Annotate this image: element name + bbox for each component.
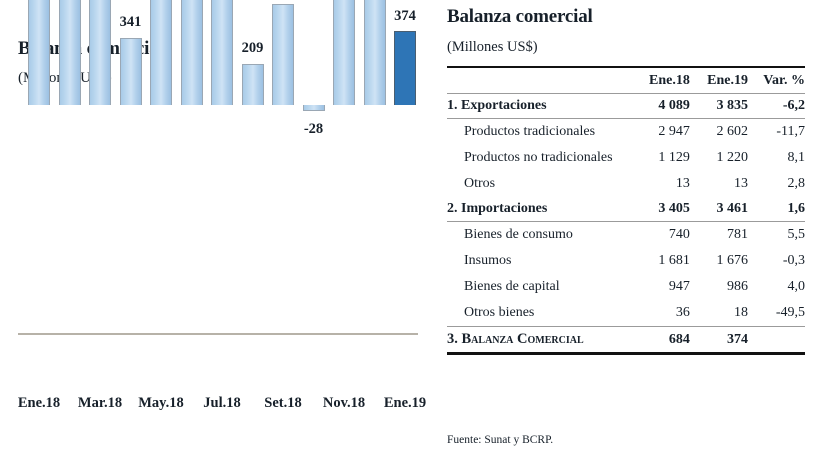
table-row: 1. Exportaciones 4 089 3 835 -6,2 — [447, 93, 805, 119]
cell-ene18: 2 947 — [658, 124, 690, 139]
cell-ene19: 986 — [726, 279, 748, 294]
x-axis-tick-label: Jul.18 — [203, 395, 241, 411]
table-row: Productos tradicionales 2 947 2 602 -11,7 — [447, 119, 805, 146]
cell-ene18: 4 089 — [631, 93, 690, 119]
cell-ene18: 1 129 — [658, 150, 690, 165]
cell-ene18: 1 681 — [658, 253, 690, 268]
row-label: Productos tradicionales — [464, 124, 596, 139]
table-source-note: Fuente: Sunat y BCRP. — [447, 434, 554, 446]
cell-var: -49,5 — [775, 305, 805, 320]
row-label: Bienes de capital — [464, 279, 560, 294]
cell-var: 5,5 — [787, 227, 806, 242]
table-row: Bienes de consumo 740 781 5,5 — [447, 222, 805, 249]
chart-bar[interactable] — [394, 31, 416, 105]
chart-bar[interactable] — [89, 0, 111, 105]
cell-var — [747, 326, 805, 355]
cell-ene18: 13 — [675, 176, 690, 191]
row-label: Otros — [464, 176, 496, 191]
table-row: Otros 13 13 2,8 — [447, 171, 805, 197]
row-label: Insumos — [464, 253, 512, 268]
chart-bar[interactable] — [333, 0, 355, 105]
chart-bar[interactable] — [119, 37, 142, 105]
cell-ene19: 13 — [733, 176, 748, 191]
row-label: Otros bienes — [464, 305, 535, 320]
column-header-var: Var. % — [747, 66, 805, 94]
balanza-comercial-table: Ene.18 Ene.19 Var. % 1. Exportaciones 4 0… — [447, 66, 805, 355]
x-axis-tick-label: May.18 — [138, 395, 184, 411]
cell-ene19: 18 — [733, 305, 748, 320]
table-body: 1. Exportaciones 4 089 3 835 -6,2 Productos … — [447, 93, 805, 355]
cell-ene18: 36 — [675, 305, 690, 320]
bar-value-label: 341 — [119, 14, 142, 31]
cell-var: 8,1 — [787, 150, 806, 165]
table-row: Bienes de capital 947 986 4,0 — [447, 274, 805, 300]
cell-ene19: 2 602 — [716, 124, 748, 139]
chart-bar[interactable] — [211, 0, 233, 105]
column-header-concept — [447, 66, 632, 94]
bar-value-label: 374 — [394, 7, 416, 24]
chart-bar[interactable] — [272, 3, 294, 105]
table-row: 2. Importaciones 3 405 3 461 1,6 — [447, 197, 805, 222]
cell-ene19: 781 — [726, 227, 748, 242]
column-header-ene18: Ene.18 — [631, 66, 690, 94]
row-label: 2. Importaciones — [447, 197, 632, 222]
x-axis-tick-label: Ene.18 — [17, 395, 61, 411]
cell-var: -0,3 — [782, 253, 805, 268]
x-axis-tick-label: Nov.18 — [322, 395, 366, 411]
cell-ene19: 1 676 — [716, 253, 748, 268]
chart-bar[interactable] — [150, 0, 172, 105]
chart-x-axis: Ene.18 Mar.18 May.18 Jul.18 Set.18 Nov.18 Ene.… — [17, 395, 426, 415]
chart-bar[interactable] — [180, 0, 203, 105]
cell-var: -11,7 — [776, 124, 805, 139]
chart-bar[interactable] — [28, 0, 50, 105]
table-row: Otros bienes 36 18 -49,5 — [447, 300, 805, 327]
table-header-row: Ene.18 Ene.19 Var. % — [447, 66, 805, 94]
cell-ene19: 3 461 — [689, 197, 748, 222]
cell-var: -6,2 — [747, 93, 805, 119]
column-header-ene19: Ene.19 — [689, 66, 748, 94]
cell-ene18: 684 — [631, 326, 690, 355]
table-row: Productos no tradicionales 1 129 1 220 8,1 — [447, 145, 805, 171]
chart-bar[interactable] — [241, 63, 264, 105]
chart-baseline — [18, 333, 418, 335]
x-axis-tick-label: Mar.18 — [77, 395, 123, 411]
cell-var: 4,0 — [787, 279, 806, 294]
cell-ene19: 3 835 — [689, 93, 748, 119]
bar-value-label: 209 — [241, 40, 264, 57]
table-row: Insumos 1 681 1 676 -0,3 — [447, 248, 805, 274]
chart-bar[interactable] — [363, 0, 386, 105]
table-panel: Balanza comercial (Millones US$) Ene.18 … — [447, 0, 807, 468]
cell-var: 1,6 — [747, 197, 805, 222]
x-axis-tick-label: Set.18 — [264, 395, 302, 411]
table-row: 3. Balanza Comercial 684 374 — [447, 326, 805, 355]
chart-bar[interactable] — [58, 0, 81, 105]
chart-panel: Balanza comercial (Millones US$) 6845526… — [17, 0, 426, 415]
cell-ene18: 947 — [668, 279, 690, 294]
cell-ene18: 3 405 — [631, 197, 690, 222]
cell-ene18: 740 — [668, 227, 690, 242]
row-label: 1. Exportaciones — [447, 93, 632, 119]
table-head: Ene.18 Ene.19 Var. % — [447, 66, 805, 94]
bar-value-label: -28 — [303, 120, 324, 137]
bar-chart-plot-area: 6845526683415781 171552209514-287331 076… — [18, 0, 418, 336]
chart-bar[interactable] — [302, 105, 325, 111]
row-label: 3. Balanza Comercial — [447, 326, 632, 355]
table-title: Balanza comercial — [447, 6, 593, 27]
cell-var: 2,8 — [787, 176, 806, 191]
cell-ene19: 374 — [689, 326, 748, 355]
cell-ene19: 1 220 — [716, 150, 748, 165]
row-label: Productos no tradicionales — [464, 150, 613, 165]
row-label: Bienes de consumo — [464, 227, 573, 242]
x-axis-tick-label: Ene.19 — [383, 395, 427, 411]
table-subtitle: (Millones US$) — [447, 39, 538, 55]
